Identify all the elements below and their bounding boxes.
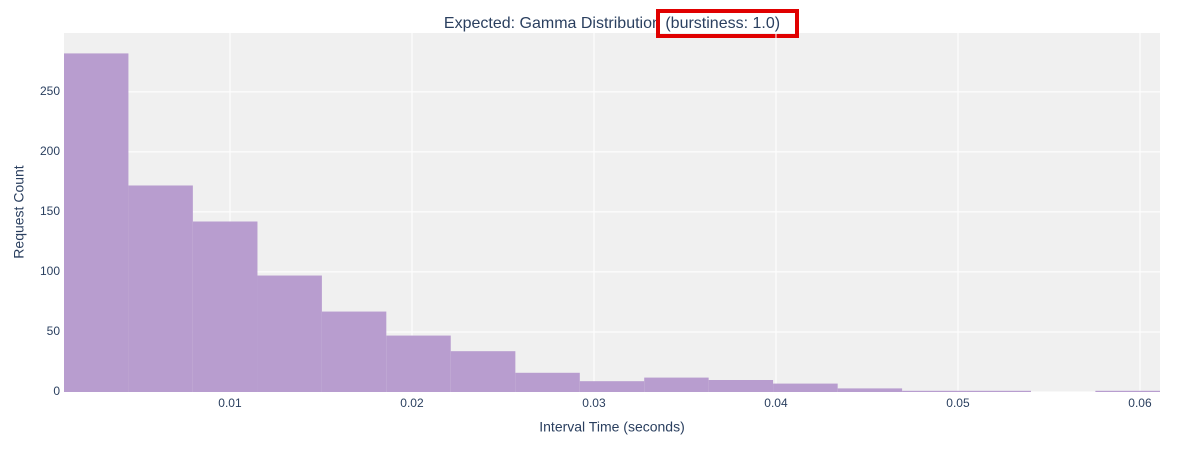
bar — [257, 275, 322, 392]
bar — [708, 379, 774, 392]
y-tick-label: 50 — [47, 324, 61, 338]
bar — [450, 351, 516, 392]
bar — [966, 390, 1031, 392]
y-tick-label: 200 — [40, 144, 60, 158]
bar — [644, 377, 709, 392]
bar — [837, 388, 903, 392]
bar — [1095, 390, 1160, 392]
y-tick-label: 100 — [40, 264, 60, 278]
x-tick-label: 0.02 — [400, 396, 424, 410]
x-tick-label: 0.06 — [1128, 396, 1152, 410]
bar — [192, 221, 258, 392]
x-tick-label: 0.03 — [582, 396, 606, 410]
y-tick-label: 250 — [40, 84, 60, 98]
x-tick-label: 0.01 — [218, 396, 242, 410]
highlight-box — [656, 9, 799, 38]
bar — [579, 381, 645, 392]
x-tick-label: 0.05 — [946, 396, 970, 410]
bar — [386, 335, 451, 392]
bar — [64, 53, 129, 392]
bar — [902, 390, 967, 392]
x-axis-title: Interval Time (seconds) — [539, 419, 685, 435]
y-tick-label: 150 — [40, 204, 60, 218]
bar — [128, 185, 193, 392]
y-tick-label: 0 — [53, 384, 60, 398]
bar — [773, 383, 838, 392]
bar — [515, 372, 580, 392]
chart-title: Expected: Gamma Distribution (burstiness… — [444, 15, 780, 32]
bar — [321, 311, 387, 392]
x-tick-label: 0.04 — [764, 396, 788, 410]
y-axis-title: Request Count — [11, 165, 27, 259]
